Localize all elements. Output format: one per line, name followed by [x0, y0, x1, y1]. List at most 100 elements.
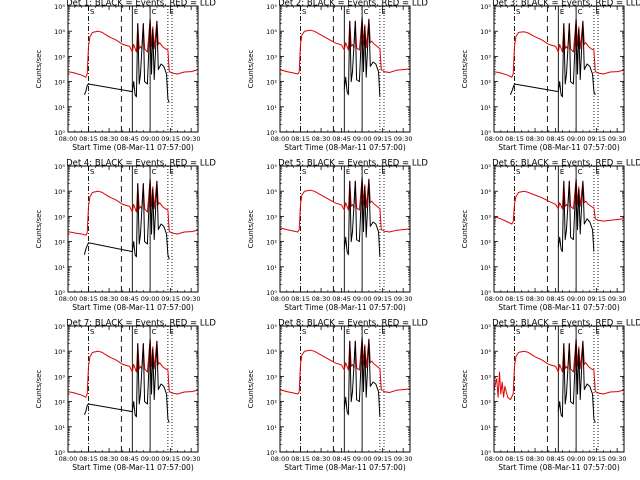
series-lld-line — [493, 178, 625, 225]
y-tick-label: 10⁴ — [54, 348, 65, 356]
panel-det-3: Det 3: BLACK = Events, RED = LLD Counts/s… — [461, 0, 640, 152]
y-tick-label: 10² — [54, 399, 65, 407]
marker-label: C — [152, 328, 157, 336]
x-tick-label: 09:30 — [608, 295, 627, 303]
x-tick-label: 08:00 — [59, 455, 78, 463]
x-tick-label: 08:30 — [526, 455, 545, 463]
y-tick-label: 10⁵ — [480, 3, 491, 11]
marker-label: S — [516, 168, 521, 176]
x-axis-label: Start Time (08-Mar-11 07:57:00) — [284, 303, 406, 312]
panel-title: Det 4: BLACK = Events, RED = LLD — [66, 159, 216, 169]
series-events-line — [83, 18, 170, 103]
y-tick-label: 10⁵ — [266, 323, 277, 331]
series-lld-line — [279, 337, 411, 395]
y-axis-label: Counts/sec — [247, 370, 255, 409]
panel-det-5: Det 5: BLACK = Events, RED = LLD Counts/s… — [247, 159, 428, 313]
y-tick-label: 10² — [266, 79, 277, 87]
x-tick-label: 09:00 — [141, 455, 160, 463]
y-axis-label: Counts/sec — [35, 370, 43, 409]
marker-label: S — [302, 8, 307, 16]
x-tick-label: 08:15 — [79, 295, 98, 303]
x-tick-label: 09:15 — [373, 295, 392, 303]
y-tick-label: 10³ — [266, 213, 277, 221]
marker-label: E — [134, 8, 138, 16]
x-tick-label: 09:15 — [373, 135, 392, 143]
y-tick-label: 10² — [480, 239, 491, 247]
marker-label: E — [560, 328, 564, 336]
y-tick-label: 10⁴ — [480, 348, 491, 356]
y-tick-label: 10¹ — [480, 424, 491, 432]
y-tick-label: 10⁵ — [480, 163, 491, 171]
marker-label: E — [134, 168, 138, 176]
y-tick-label: 10³ — [480, 213, 491, 221]
x-tick-label: 09:15 — [587, 135, 606, 143]
marker-label: S — [90, 8, 95, 16]
marker-label: E — [346, 328, 350, 336]
series-events-line — [83, 338, 170, 423]
panel-det-6: Det 6: BLACK = Events, RED = LLD Counts/s… — [461, 159, 640, 313]
x-axis-label: Start Time (08-Mar-11 07:57:00) — [284, 463, 406, 472]
x-tick-label: 09:15 — [587, 295, 606, 303]
marker-label: C — [578, 328, 583, 336]
plot-frame — [493, 165, 625, 293]
y-tick-label: 10⁴ — [54, 28, 65, 36]
x-tick-label: 08:30 — [312, 455, 331, 463]
marker-label: E — [560, 8, 564, 16]
x-tick-label: 09:30 — [608, 135, 627, 143]
x-tick-label: 08:45 — [546, 135, 565, 143]
x-tick-label: 08:15 — [291, 135, 310, 143]
x-tick-label: 08:45 — [546, 455, 565, 463]
y-tick-label: 10⁵ — [54, 163, 65, 171]
x-tick-label: 08:15 — [505, 455, 524, 463]
panel-title: Det 3: BLACK = Events, RED = LLD — [492, 0, 640, 9]
y-tick-label: 10³ — [480, 53, 491, 61]
marker-label: S — [516, 328, 521, 336]
series-lld-line — [67, 178, 199, 236]
y-tick-label: 10³ — [480, 373, 491, 381]
y-tick-label: 10⁰ — [480, 449, 491, 457]
y-tick-label: 10⁴ — [266, 28, 277, 36]
x-tick-label: 09:00 — [353, 455, 372, 463]
x-tick-label: 09:00 — [567, 455, 586, 463]
x-tick-label: 08:45 — [120, 295, 139, 303]
series-events-line — [509, 18, 596, 98]
marker-label: S — [516, 8, 521, 16]
x-tick-label: 09:15 — [587, 455, 606, 463]
y-tick-label: 10⁴ — [480, 28, 491, 36]
y-tick-label: 10¹ — [266, 104, 277, 112]
x-tick-label: 08:15 — [505, 295, 524, 303]
marker-label: E — [346, 8, 350, 16]
panel-det-7: Det 7: BLACK = Events, RED = LLD Counts/s… — [35, 319, 216, 473]
y-tick-label: 10⁵ — [54, 3, 65, 11]
series-lld-line — [67, 18, 199, 78]
x-tick-label: 09:15 — [161, 455, 180, 463]
y-tick-label: 10⁰ — [266, 129, 277, 137]
x-tick-label: 09:30 — [182, 295, 201, 303]
y-tick-label: 10⁵ — [54, 323, 65, 331]
x-tick-label: 09:30 — [182, 135, 201, 143]
x-axis-label: Start Time (08-Mar-11 07:57:00) — [498, 303, 620, 312]
x-tick-label: 08:30 — [526, 135, 545, 143]
x-tick-label: 08:30 — [100, 455, 119, 463]
x-tick-label: 09:00 — [141, 295, 160, 303]
x-tick-label: 08:30 — [100, 295, 119, 303]
panel-title: Det 7: BLACK = Events, RED = LLD — [66, 319, 216, 329]
panel-det-8: Det 8: BLACK = Events, RED = LLD Counts/s… — [247, 319, 428, 473]
panel-det-2: Det 2: BLACK = Events, RED = LLD Counts/s… — [247, 0, 428, 152]
series-lld-line — [279, 17, 411, 75]
y-axis-label: Counts/sec — [461, 210, 469, 249]
series-events-line — [343, 337, 381, 417]
x-tick-label: 08:15 — [291, 295, 310, 303]
y-tick-label: 10⁰ — [266, 289, 277, 297]
panel-title: Det 9: BLACK = Events, RED = LLD — [492, 319, 640, 329]
x-tick-label: 08:00 — [485, 295, 504, 303]
x-tick-label: 09:00 — [141, 135, 160, 143]
marker-label: C — [364, 328, 369, 336]
panel-det-4: Det 4: BLACK = Events, RED = LLD Counts/s… — [35, 159, 216, 313]
marker-label: C — [364, 168, 369, 176]
y-tick-label: 10⁰ — [54, 129, 65, 137]
x-axis-label: Start Time (08-Mar-11 07:57:00) — [498, 463, 620, 472]
marker-label: S — [302, 168, 307, 176]
y-tick-label: 10³ — [266, 373, 277, 381]
x-tick-label: 08:45 — [546, 295, 565, 303]
